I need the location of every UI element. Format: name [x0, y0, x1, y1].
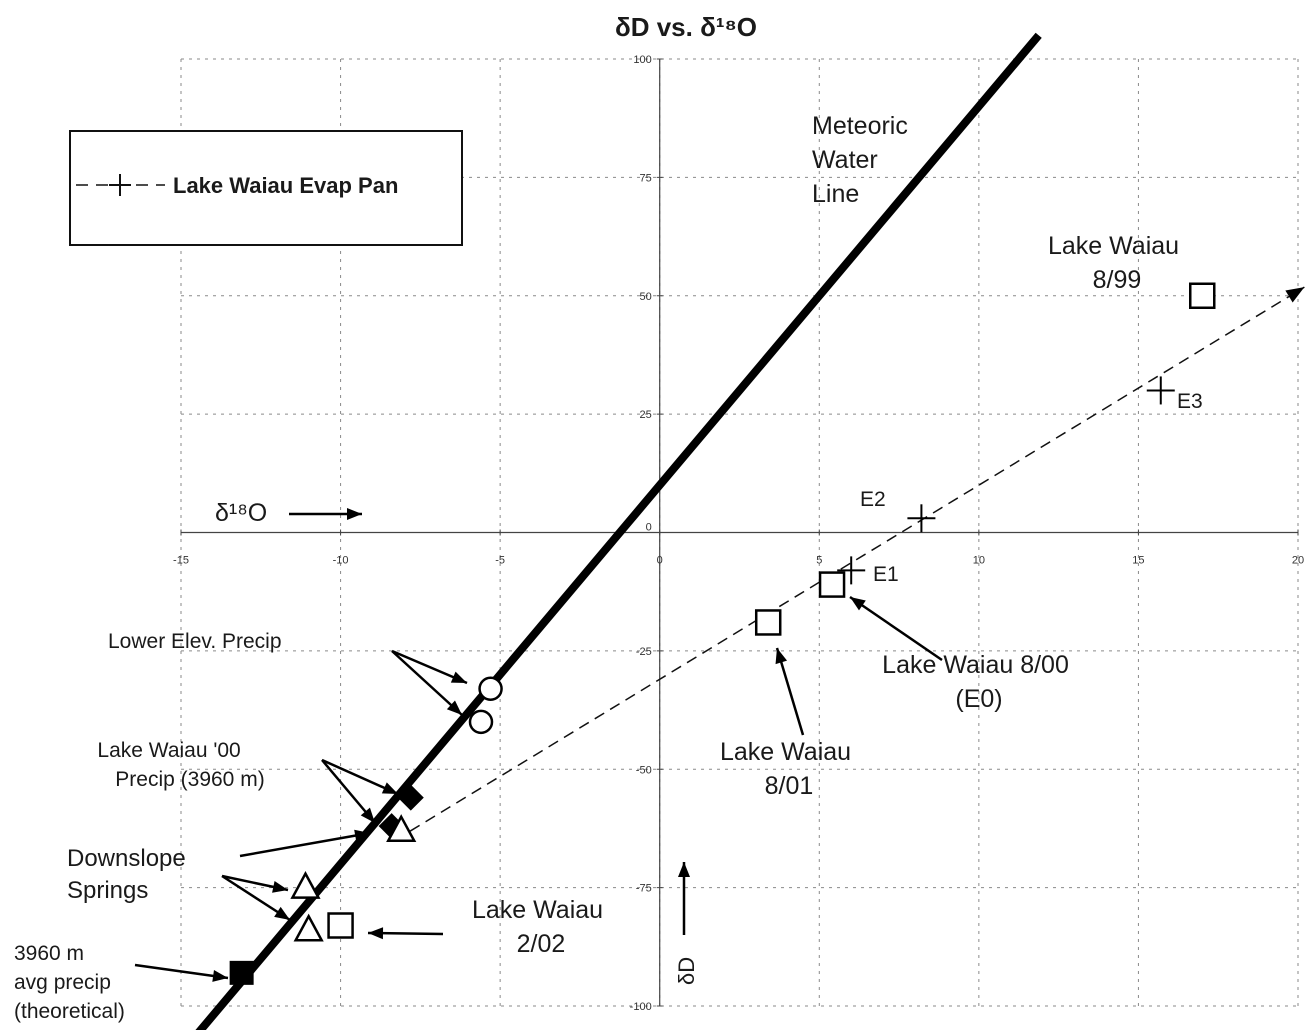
- y-tick-label: 0: [646, 522, 652, 534]
- x-tick-label: 20: [1292, 555, 1304, 567]
- e3-label: E3: [1177, 390, 1203, 413]
- y-tick-label: 75: [639, 172, 651, 184]
- lake-waiau-801-label: Lake Waiau 8/01: [720, 738, 858, 800]
- annotation-arrows: [134, 508, 943, 982]
- x-tick-label: 15: [1132, 555, 1144, 567]
- lake-waiau-899-label: Lake Waiau 8/99: [1048, 232, 1186, 294]
- y-axis-arrow-label: δD: [674, 957, 699, 985]
- springs-arrow-1-head: [272, 881, 288, 893]
- lake-waiau-202-label: Lake Waiau 2/02: [472, 896, 610, 958]
- meteoric-line-label: Meteoric Water Line: [812, 112, 915, 208]
- meteoric-water-line: [195, 32, 1042, 1030]
- y-tick-label: -100: [630, 1001, 652, 1013]
- lake-800-arrow-head: [850, 597, 866, 611]
- x-tick-label: 0: [657, 555, 663, 567]
- chart-title: δD vs. δ¹⁸O: [615, 12, 757, 42]
- e1-label: E1: [873, 563, 899, 586]
- lake-waiau-00-precip-label: Lake Waiau '00 Precip (3960 m): [97, 739, 264, 791]
- y-tick-label: -25: [636, 646, 652, 658]
- lake-801-arrow: [775, 647, 805, 736]
- x-direction-arrow-head: [347, 508, 362, 520]
- legend: Lake Waiau Evap Pan: [69, 130, 463, 246]
- data-lines: [195, 32, 1305, 1030]
- filled-diamond-marker: [397, 784, 424, 811]
- y-tick-label: -50: [636, 764, 652, 776]
- y-tick-label: 25: [639, 409, 651, 421]
- x-axis-arrow-label: δ¹⁸O: [215, 499, 267, 527]
- open-circle-marker: [478, 676, 503, 702]
- precip-00-arrow-2-head: [360, 807, 375, 823]
- evaporation-line-arrowhead: [1285, 287, 1305, 303]
- y-tick-label: 100: [633, 54, 651, 66]
- x-tick-label: -15: [173, 555, 189, 567]
- lake-waiau-800-label: Lake Waiau 8/00 (E0): [882, 651, 1076, 713]
- lake-202-arrow-head: [368, 927, 384, 940]
- lower-elev-arrow-2-head: [446, 700, 462, 715]
- open-square-marker: [1189, 282, 1216, 309]
- open-circle-marker: [468, 709, 494, 735]
- x-tick-label: 10: [973, 555, 985, 567]
- springs-precip-arrow: [239, 831, 371, 858]
- springs-arrow-2-head: [274, 906, 290, 920]
- open-triangle-marker: [290, 871, 321, 899]
- data-points: [229, 282, 1216, 985]
- avg-precip-arrow: [134, 963, 229, 980]
- e2-label: E2: [860, 488, 886, 511]
- lower-elev-arrow-1-head: [450, 671, 467, 683]
- open-square-marker: [327, 912, 354, 939]
- springs-precip-arrow-head: [354, 829, 370, 842]
- x-tick-label: -5: [495, 555, 505, 567]
- precip-00-arrow-1-head: [381, 782, 398, 794]
- lower-elev-arrow-2: [391, 650, 463, 716]
- y-direction-arrow-head: [678, 862, 690, 877]
- y-tick-label: -75: [636, 883, 652, 895]
- open-square-marker: [754, 609, 782, 636]
- legend-plus-icon: [109, 174, 131, 196]
- x-tick-label: -10: [333, 555, 349, 567]
- open-triangle-marker: [386, 814, 417, 843]
- x-tick-label: 5: [816, 555, 822, 567]
- open-square-marker: [818, 571, 846, 598]
- open-triangle-marker: [293, 913, 324, 942]
- y-tick-label: 50: [639, 291, 651, 303]
- lake-800-arrow: [849, 595, 943, 662]
- legend-label: Lake Waiau Evap Pan: [173, 173, 398, 198]
- lower-elev-precip-label: Lower Elev. Precip: [108, 630, 282, 653]
- avg-precip-label: 3960 m avg precip (theoretical): [14, 942, 125, 1023]
- avg-precip-arrow-head: [212, 969, 228, 982]
- downslope-springs-label: Downslope Springs: [67, 845, 192, 904]
- filled-square-marker: [229, 960, 254, 985]
- lake-801-arrow-head: [775, 648, 788, 665]
- evaporation-line: [394, 286, 1305, 842]
